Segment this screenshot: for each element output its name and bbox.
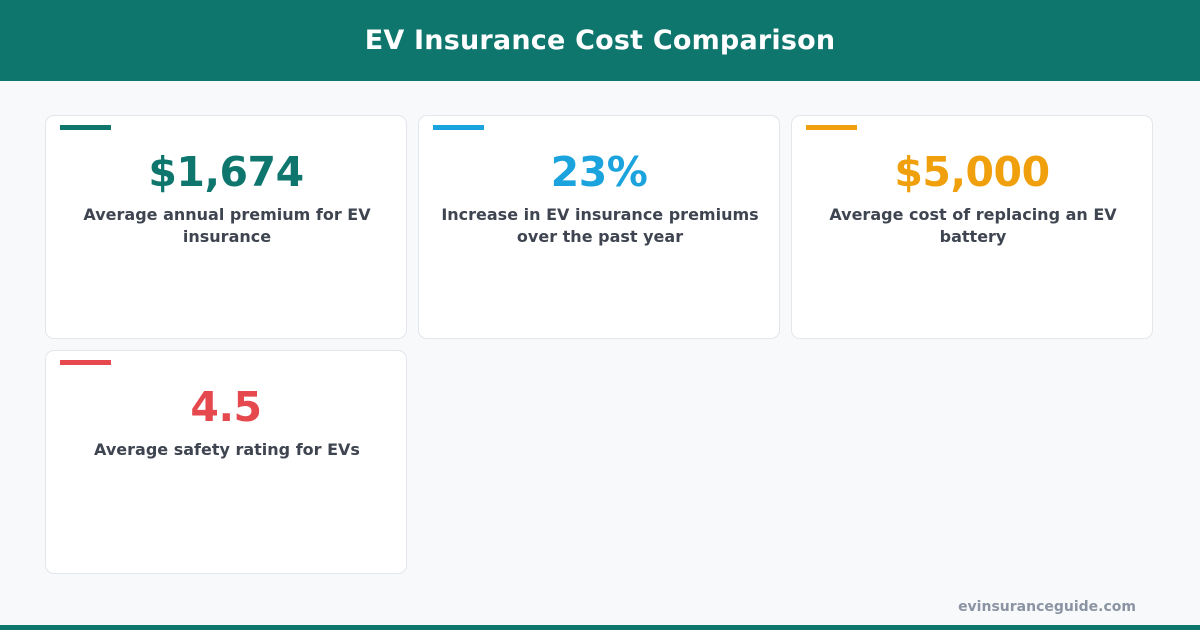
card-accent-bar: [433, 125, 484, 130]
stat-value: 23%: [550, 148, 648, 196]
stat-card-battery-cost: $5,000 Average cost of replacing an EV b…: [791, 115, 1153, 339]
stat-card-annual-premium: $1,674 Average annual premium for EV ins…: [45, 115, 407, 339]
card-accent-bar: [806, 125, 857, 130]
site-url: evinsuranceguide.com: [958, 599, 1136, 615]
stat-description: Average annual premium for EV insurance: [83, 205, 371, 246]
page-title: EV Insurance Cost Comparison: [364, 25, 836, 56]
stat-card-premium-increase: 23% Increase in EV insurance premiums ov…: [418, 115, 780, 339]
stat-value: 4.5: [190, 383, 262, 431]
stat-card-safety-rating: 4.5 Average safety rating for EVs: [45, 350, 407, 574]
stat-description: Average safety rating for EVs: [94, 440, 360, 459]
footer-bar: [0, 625, 1200, 630]
stat-value: $1,674: [148, 148, 304, 196]
card-accent-bar: [60, 360, 111, 365]
stat-description: Average cost of replacing an EV battery: [829, 205, 1117, 246]
header-banner: EV Insurance Cost Comparison: [0, 0, 1200, 81]
card-accent-bar: [60, 125, 111, 130]
stat-value: $5,000: [894, 148, 1050, 196]
stat-description: Increase in EV insurance premiums over t…: [441, 205, 759, 246]
